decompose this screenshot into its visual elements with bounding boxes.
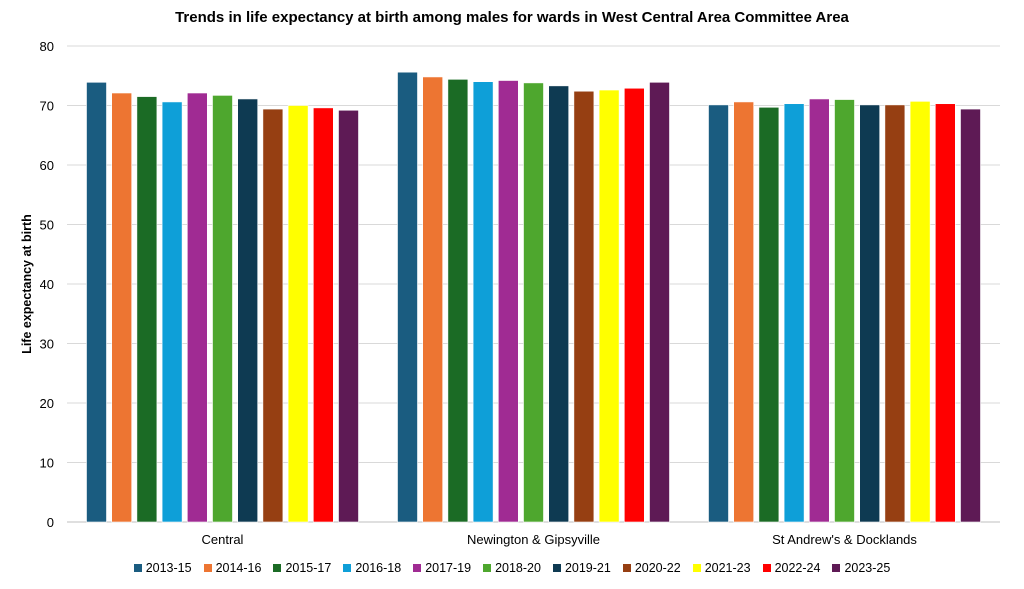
legend-label: 2021-23	[704, 561, 751, 575]
y-tick-label: 50	[40, 218, 54, 233]
bar	[960, 108, 981, 523]
legend-item: 2017-19	[413, 561, 471, 575]
legend-swatch	[552, 564, 561, 572]
bar	[212, 95, 233, 523]
legend-swatch	[273, 564, 282, 572]
y-tick-label: 70	[40, 99, 54, 114]
bar	[623, 87, 645, 523]
bar	[262, 108, 284, 523]
legend-item: 2016-18	[343, 561, 401, 575]
legend-swatch	[762, 564, 771, 572]
y-tick-label: 40	[40, 277, 54, 292]
bar	[733, 101, 755, 523]
bar	[783, 103, 805, 523]
plot-area: 0 10 20 30 40 50 60 70 80 Central Newington & Gips…	[40, 40, 1000, 547]
legend-label: 2022-24	[774, 561, 821, 575]
bar	[909, 101, 931, 523]
bar	[136, 96, 158, 523]
bar	[472, 81, 494, 523]
x-tick-label: Central	[202, 532, 244, 547]
bar	[497, 80, 519, 523]
y-tick-label: 60	[40, 158, 54, 173]
legend-label: 2018-20	[495, 561, 541, 575]
y-tick-label: 30	[40, 337, 54, 352]
bar	[834, 99, 855, 523]
legend-label: 2020-22	[634, 561, 681, 575]
legend-swatch	[343, 564, 352, 572]
legend-item: 2019-21	[552, 561, 611, 575]
legend-item: 2014-16	[203, 561, 262, 575]
bar	[312, 107, 334, 523]
legend-swatch	[133, 564, 142, 572]
legend-swatch	[413, 564, 422, 572]
legend-swatch	[483, 564, 492, 572]
legend-item: 2023-25	[832, 561, 890, 575]
legend-item: 2022-24	[762, 561, 821, 575]
x-tick-label: St Andrew's & Docklands	[772, 532, 917, 547]
bar	[884, 104, 906, 523]
bar	[111, 92, 132, 523]
bar	[758, 106, 780, 523]
bar	[287, 105, 309, 523]
legend-item: 2020-22	[622, 561, 681, 575]
bar	[447, 79, 469, 523]
bar	[86, 81, 107, 523]
legend-label: 2023-25	[844, 561, 891, 575]
y-axis-label: Life expectancy at birth	[20, 214, 34, 354]
legend-item: 2021-23	[692, 561, 751, 575]
bar	[598, 89, 620, 523]
bar	[338, 109, 359, 523]
legend-label: 2016-18	[355, 561, 402, 575]
bar	[523, 82, 544, 523]
bar	[237, 98, 258, 523]
x-tick-label: Newington & Gipsyville	[467, 532, 600, 547]
bar	[808, 98, 830, 523]
bar	[649, 81, 670, 523]
legend-item: 2018-20	[483, 561, 541, 575]
legend-swatch	[622, 564, 631, 572]
legend: 2013-15 2014-16 2015-17 2016-18 2017-19 2018-…	[0, 561, 1024, 575]
bar	[934, 103, 956, 523]
legend-swatch	[692, 564, 701, 572]
legend-swatch	[832, 564, 841, 572]
y-tick-label: 0	[47, 515, 54, 530]
y-tick-label: 10	[40, 456, 54, 471]
legend-swatch	[203, 564, 212, 572]
bar	[708, 104, 729, 523]
bar	[422, 76, 444, 523]
legend-item: 2015-17	[273, 561, 331, 575]
bar	[187, 92, 208, 523]
bar	[548, 85, 570, 523]
legend-label: 2019-21	[564, 561, 611, 575]
legend-label: 2017-19	[425, 561, 472, 575]
legend-item: 2013-15	[133, 561, 192, 575]
bar	[573, 90, 595, 523]
bar	[397, 71, 418, 523]
y-tick-label: 80	[40, 40, 54, 54]
bar	[859, 104, 881, 523]
y-tick-label: 20	[40, 396, 54, 411]
bar	[161, 101, 183, 523]
chart-title: Trends in life expectancy at birth among…	[175, 9, 849, 26]
legend-label: 2013-15	[145, 561, 192, 575]
legend-label: 2015-17	[285, 561, 332, 575]
legend-label: 2014-16	[215, 561, 262, 575]
